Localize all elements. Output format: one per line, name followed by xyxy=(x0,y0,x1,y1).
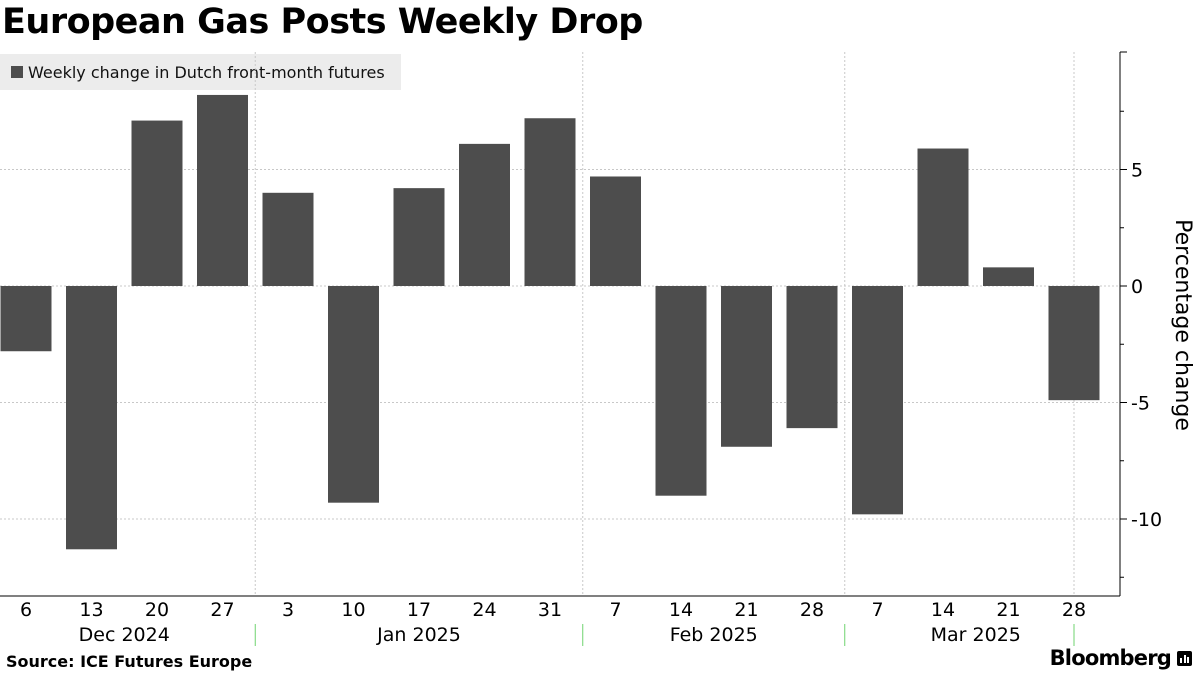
bar xyxy=(328,286,379,503)
bar xyxy=(1048,286,1100,401)
legend: Weekly change in Dutch front-month futur… xyxy=(0,54,401,90)
month-label: Dec 2024 xyxy=(79,624,170,646)
x-tick-label: 31 xyxy=(538,599,562,621)
bar xyxy=(459,143,510,286)
brand-logo: Bloomberg xyxy=(1050,646,1192,670)
x-tick-label: 7 xyxy=(609,599,621,621)
bar xyxy=(786,286,838,429)
brand-name: Bloomberg xyxy=(1049,646,1172,670)
month-label: Mar 2025 xyxy=(931,624,1021,646)
x-tick-label: 28 xyxy=(1062,599,1086,621)
x-tick-label: 13 xyxy=(79,599,103,621)
x-tick-label: 6 xyxy=(20,599,32,621)
bars xyxy=(0,94,1100,550)
x-tick-label: 3 xyxy=(282,599,294,621)
bar xyxy=(66,286,117,550)
x-tick-label: 28 xyxy=(800,599,824,621)
y-axis-title: Percentage change xyxy=(1170,219,1195,431)
y-axis: 5 0 -5 -10 xyxy=(1119,51,1162,596)
bar xyxy=(852,286,903,515)
x-tick-label: 14 xyxy=(669,599,693,621)
x-tick-label: 20 xyxy=(145,599,169,621)
bar xyxy=(0,286,52,352)
legend-label: Weekly change in Dutch front-month futur… xyxy=(28,62,385,82)
x-tick-label: 7 xyxy=(871,599,883,621)
x-tick-label: 21 xyxy=(996,599,1020,621)
x-tick-label: 14 xyxy=(931,599,955,621)
y-tick-label: 5 xyxy=(1131,160,1143,182)
bar xyxy=(262,192,314,286)
bloomberg-terminal-icon xyxy=(1177,650,1192,666)
x-axis: 6 13 20 27 3 10 17 24 31 7 14 21 28 7 14 21 28 Dec 2024 Ja… xyxy=(0,595,1120,646)
x-tick-label: 10 xyxy=(341,599,365,621)
bar xyxy=(983,267,1034,286)
bar xyxy=(393,188,445,286)
month-label: Feb 2025 xyxy=(670,624,758,646)
x-tick-label: 27 xyxy=(210,599,234,621)
y-tick-label: -5 xyxy=(1131,393,1150,415)
chart-title: European Gas Posts Weekly Drop xyxy=(2,2,643,42)
bar xyxy=(131,120,183,286)
bar xyxy=(655,286,707,496)
x-tick-label: 24 xyxy=(472,599,496,621)
y-tick-label: -10 xyxy=(1131,509,1162,531)
y-tick-label: 0 xyxy=(1131,276,1143,298)
bar xyxy=(524,118,576,287)
legend-swatch xyxy=(11,66,23,78)
source-note: Source: ICE Futures Europe xyxy=(6,652,253,671)
bar xyxy=(721,286,772,447)
month-label: Jan 2025 xyxy=(376,624,461,646)
bar xyxy=(917,148,969,286)
x-tick-label: 21 xyxy=(734,599,758,621)
x-tick-label: 17 xyxy=(407,599,431,621)
bar xyxy=(197,94,248,286)
bar xyxy=(590,176,641,286)
